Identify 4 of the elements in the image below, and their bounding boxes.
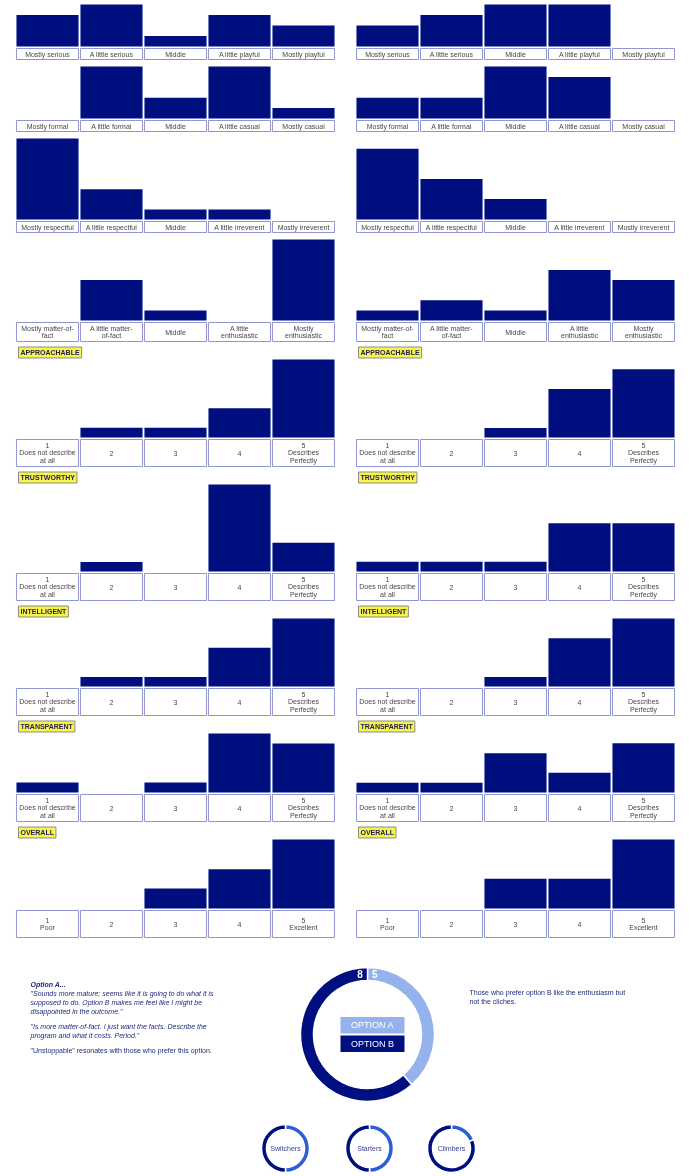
data-label: 8 <box>357 969 364 981</box>
slice-label: OPTION B <box>351 1038 395 1049</box>
slice-label: OPTION A <box>351 1020 394 1031</box>
data-label: 5 <box>372 969 379 981</box>
